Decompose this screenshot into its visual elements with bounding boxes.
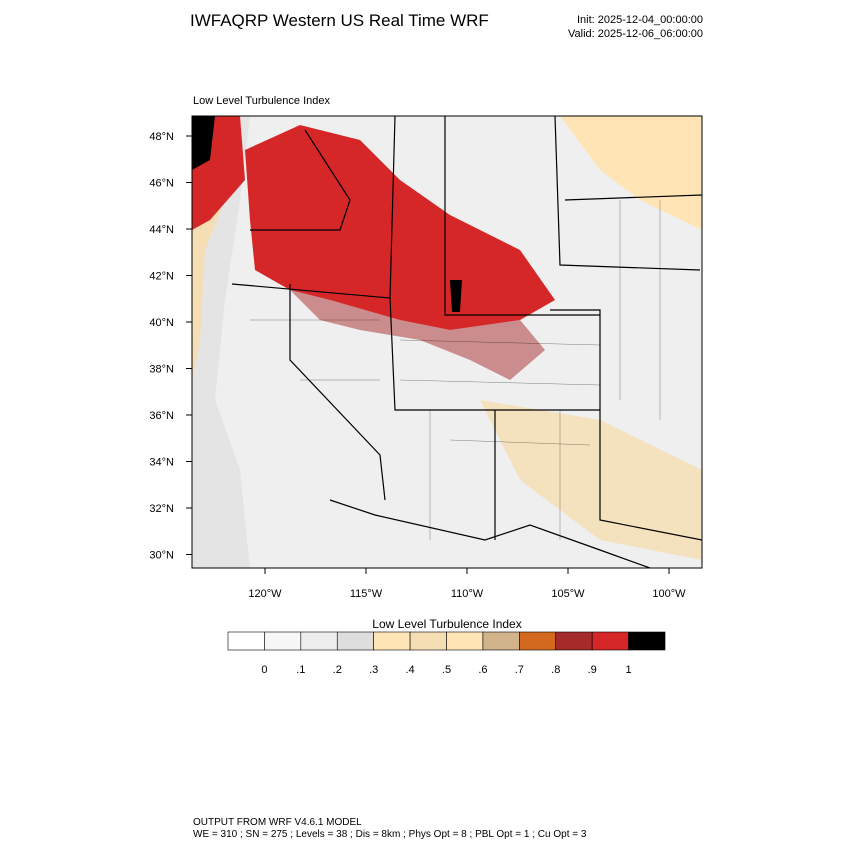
colorbar-box (482, 631, 520, 651)
colorbar-box (591, 631, 629, 651)
lat-label: 44°N (149, 224, 174, 236)
lat-label: 42°N (149, 271, 174, 283)
lat-label: 30°N (149, 550, 174, 562)
colorbar-box (446, 631, 484, 651)
tan-region (192, 180, 225, 380)
lat-label: 48°N (149, 131, 174, 143)
max-region (450, 280, 462, 312)
colorbar-box (555, 631, 593, 651)
colorbar-label: 1 (626, 664, 632, 676)
colorbar-label: .3 (369, 664, 378, 676)
lon-label: 110°W (451, 588, 484, 600)
map (191, 115, 703, 569)
colorbar-label: .1 (296, 664, 305, 676)
county-borders (250, 200, 661, 540)
tan-region (560, 116, 702, 230)
colorbar-label: 0 (261, 664, 267, 676)
colorbar-box (264, 631, 302, 651)
colorbar-label: .6 (478, 664, 487, 676)
lat-label: 34°N (149, 457, 174, 469)
colorbar-box (373, 631, 411, 651)
lat-label: 38°N (149, 364, 174, 376)
colorbar-label: .2 (333, 664, 342, 676)
mid-region (290, 290, 545, 380)
map-frame (191, 115, 703, 569)
colorbar-box (628, 631, 666, 651)
init-time: Init: 2025-12-04_00:00:00 (577, 14, 703, 26)
colorbar-box (336, 631, 374, 651)
valid-time: Valid: 2025-12-06_06:00:00 (568, 28, 703, 40)
lat-label: 32°N (149, 503, 174, 515)
lat-label: 40°N (149, 317, 174, 329)
lat-label: 36°N (149, 410, 174, 422)
footer-line: WE = 310 ; SN = 275 ; Levels = 38 ; Dis … (193, 829, 587, 840)
title: IWFAQRP Western US Real Time WRF (190, 11, 489, 30)
lat-label: 46°N (149, 178, 174, 190)
lon-label: 105°W (551, 588, 585, 600)
colorbar-label: .9 (588, 664, 597, 676)
lon-label: 115°W (350, 588, 383, 600)
colorbar-title: Low Level Turbulence Index (372, 617, 521, 631)
colorbar-label: .4 (405, 664, 414, 676)
footer-line: OUTPUT FROM WRF V4.6.1 MODEL (193, 817, 362, 828)
colorbar-box (227, 631, 265, 651)
colorbar-label: .5 (442, 664, 451, 676)
state-borders (231, 116, 702, 568)
colorbar-label: .8 (551, 664, 560, 676)
colorbar-box (409, 631, 447, 651)
lon-label: 120°W (248, 588, 282, 600)
colorbar-box (300, 631, 338, 651)
tan-region (480, 400, 702, 560)
colorbar-label: .7 (515, 664, 524, 676)
lon-label: 100°W (652, 588, 686, 600)
high-region (245, 125, 555, 330)
colorbar-box (519, 631, 557, 651)
max-region (192, 116, 215, 170)
map-subtitle: Low Level Turbulence Index (193, 95, 330, 107)
